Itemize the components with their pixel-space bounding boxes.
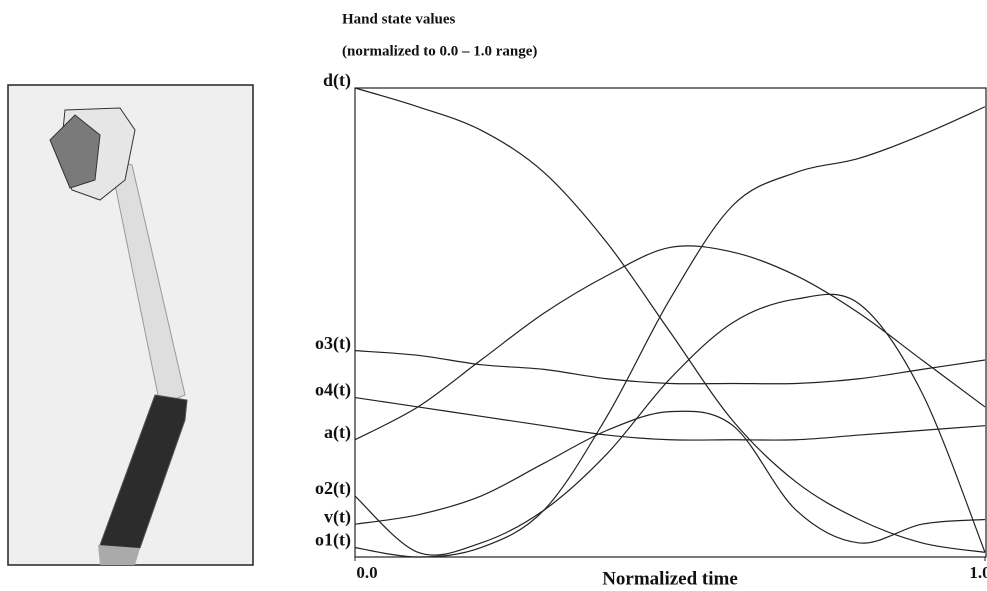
line: [354, 293, 986, 556]
x-tick-label: 0.0: [356, 563, 377, 582]
line: [354, 245, 986, 441]
line: [354, 350, 986, 385]
series-label: o2(t): [315, 478, 351, 499]
arm-end: [98, 545, 140, 565]
line: [354, 396, 986, 441]
x-tick-label: 1.0: [969, 563, 987, 582]
line: [354, 106, 986, 558]
series-label: o1(t): [315, 530, 351, 551]
thumb: [49, 114, 101, 189]
series-label: o4(t): [315, 380, 351, 401]
series-label: v(t): [324, 506, 351, 527]
x-axis-label: Normalized time: [602, 568, 738, 589]
series-label: a(t): [324, 422, 351, 443]
arm-illustration: [7, 84, 254, 566]
plot-frame: [354, 87, 987, 558]
chart-title: Hand state values: [342, 11, 456, 27]
line: [354, 410, 986, 544]
chart-subtitle: (normalized to 0.0 – 1.0 range): [342, 43, 537, 59]
series-label: o3(t): [315, 333, 351, 354]
series-label: d(t): [323, 70, 351, 91]
line: [354, 87, 986, 553]
